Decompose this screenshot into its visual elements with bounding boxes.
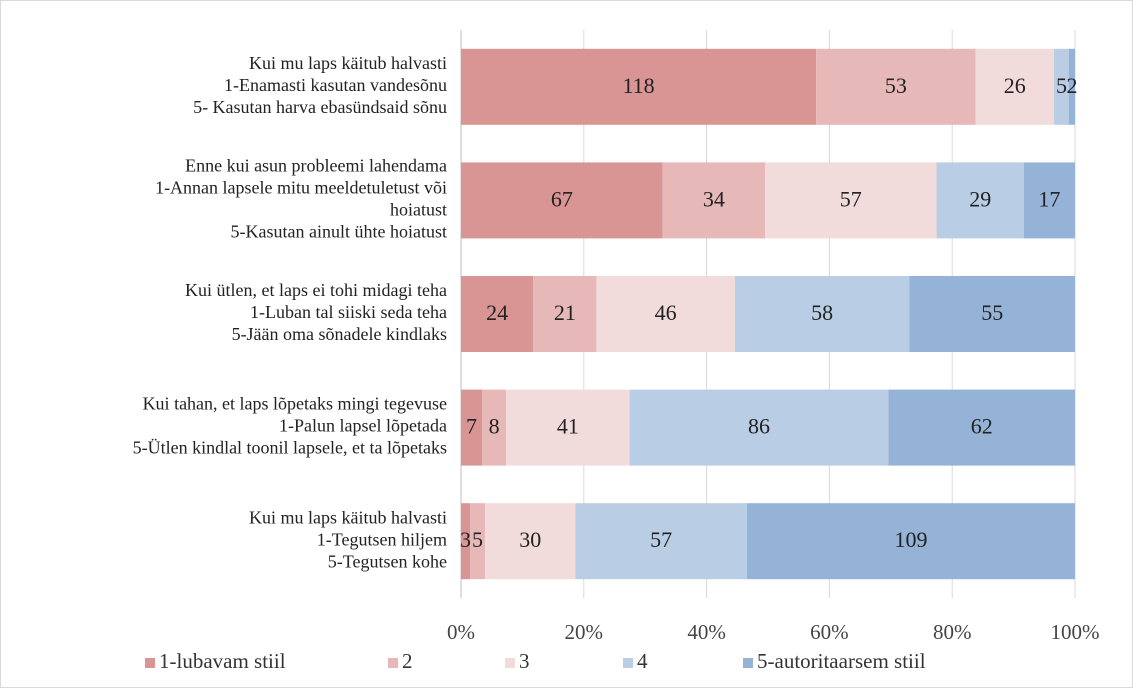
legend-label: 2	[402, 649, 413, 673]
data-label: 62	[971, 414, 993, 439]
x-tick-label: 100%	[1051, 620, 1100, 644]
category-label: 1-Palun lapsel lõpetada	[279, 416, 447, 436]
data-label: 55	[981, 300, 1003, 325]
bar-segment	[485, 503, 576, 580]
data-label: 58	[811, 300, 833, 325]
data-label: 118	[622, 73, 654, 98]
bar-segment	[482, 389, 507, 466]
category-label: 1-Enamasti kasutan vandesõnu	[224, 75, 447, 95]
bar-segment	[596, 276, 735, 352]
bar-segment	[746, 503, 1075, 580]
data-label: 8	[489, 414, 500, 439]
bar-segment	[461, 389, 483, 466]
x-tick-label: 20%	[565, 620, 604, 644]
category-label: 5-Tegutsen kohe	[328, 551, 447, 571]
x-tick-label: 40%	[687, 620, 726, 644]
category-label: Kui mu laps käitub halvasti	[249, 507, 447, 527]
bar-segment	[816, 48, 976, 125]
category-label: 5-Jään oma sõnadele kindlaks	[232, 324, 447, 344]
category-label: Kui tahan, et laps lõpetaks mingi tegevu…	[143, 394, 447, 414]
bar-segment	[888, 389, 1075, 466]
bar-segment	[461, 503, 471, 580]
data-label: 57	[650, 527, 672, 552]
x-tick-label: 0%	[447, 620, 475, 644]
data-label: 3	[460, 527, 471, 552]
category-label: 5-Ütlen kindlal toonil lapsele, et ta lõ…	[133, 438, 447, 458]
category-label: Kui ütlen, et laps ei tohi midagi teha	[185, 280, 447, 300]
bar-segment	[629, 389, 889, 466]
data-label: 7	[466, 414, 477, 439]
data-label: 41	[557, 414, 579, 439]
bar-segment	[533, 276, 597, 352]
legend-swatch	[623, 658, 633, 668]
data-label: 34	[703, 186, 725, 211]
bar-segment	[506, 389, 630, 466]
category-label: 5- Kasutan harva ebasündsaid sõnu	[193, 97, 447, 117]
bar-segment	[764, 162, 937, 239]
bar-segment	[1023, 162, 1075, 239]
legend-swatch	[505, 658, 515, 668]
data-label: 86	[748, 414, 770, 439]
legend-swatch	[145, 658, 155, 668]
data-label: 29	[969, 186, 991, 211]
legend-label: 3	[519, 649, 530, 673]
legend-swatch	[743, 658, 753, 668]
data-label: 57	[840, 186, 862, 211]
data-label: 21	[554, 300, 576, 325]
data-label: 67	[551, 186, 573, 211]
bar-segment	[461, 276, 534, 352]
data-label: 5	[472, 527, 483, 552]
bar-segment	[461, 162, 663, 239]
bar-segment	[975, 48, 1054, 125]
category-label: hoiatust	[390, 200, 447, 220]
legend-label: 4	[637, 649, 648, 673]
bar-segment	[470, 503, 486, 580]
data-label: 5	[1056, 73, 1067, 98]
data-label: 24	[486, 300, 508, 325]
bar-segment	[936, 162, 1024, 239]
category-label: 5-Kasutan ainult ühte hoiatust	[231, 222, 447, 242]
category-label: Enne kui asun probleemi lahendama	[185, 156, 447, 176]
data-label: 26	[1004, 73, 1026, 98]
bar-segment	[575, 503, 747, 580]
data-label: 30	[519, 527, 541, 552]
bar-segment	[662, 162, 765, 239]
category-label: 1-Tegutsen hiljem	[317, 529, 447, 549]
data-label: 17	[1038, 186, 1060, 211]
bar-segment	[1053, 48, 1069, 125]
bar-segment	[1068, 48, 1075, 125]
bar-segment	[461, 48, 817, 125]
data-label: 109	[894, 527, 927, 552]
legend-swatch	[388, 658, 398, 668]
category-label: 1-Annan lapsele mitu meeldetuletust või	[155, 178, 447, 198]
data-label: 46	[655, 300, 677, 325]
bar-segment	[734, 276, 910, 352]
legend-label: 5-autoritaarsem stiil	[757, 649, 926, 673]
legend-label: 1-lubavam stiil	[159, 649, 286, 673]
category-label: 1-Luban tal siiski seda teha	[250, 302, 447, 322]
x-tick-label: 60%	[810, 620, 849, 644]
data-label: 53	[885, 73, 907, 98]
x-tick-label: 80%	[933, 620, 972, 644]
category-label: Kui mu laps käitub halvasti	[249, 53, 447, 73]
bar-segment	[909, 276, 1075, 352]
data-label: 2	[1066, 73, 1077, 98]
